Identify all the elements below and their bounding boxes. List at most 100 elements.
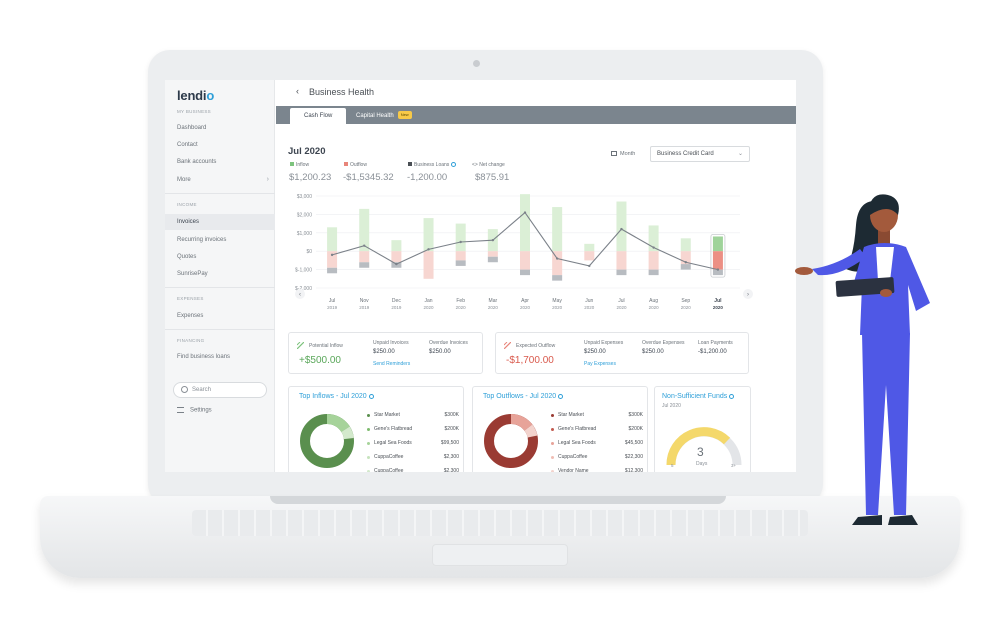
pay-expenses-link[interactable]: Pay Expenses [584, 361, 616, 367]
outflow-value: -$1,5345.32 [343, 172, 394, 183]
outflow-row-name: Vendor Name [558, 468, 589, 472]
settings-label: Settings [190, 407, 212, 414]
sidebar-item-find-business-loans[interactable]: Find business loans [177, 354, 231, 360]
x-tick-year: 2020 [520, 305, 531, 310]
outflows-donut-chart [484, 414, 538, 468]
outflow-bar [359, 251, 370, 263]
net-change-point [684, 261, 687, 264]
inflow-row-value: $300K [444, 412, 459, 418]
inflow-bar [423, 218, 434, 252]
x-tick-month: May [552, 298, 562, 304]
x-tick-year: 2020 [649, 305, 660, 310]
inflow-bar [648, 225, 659, 252]
net-change-point [620, 227, 623, 231]
send-reminders-link[interactable]: Send Reminders [373, 361, 411, 367]
outflow-bar [391, 251, 402, 263]
nsf-gauge [666, 427, 742, 466]
unpaid-expenses-value: $250.00 [584, 349, 606, 355]
info-icon[interactable] [729, 394, 735, 399]
top-inflows-panel: Top Inflows - Jul 2020 Star Market $300K G… [288, 386, 464, 472]
sidebar-item-contact[interactable]: Contact [177, 142, 198, 148]
outflow-bar [487, 251, 498, 257]
top-outflows-title[interactable]: Top Outflows - Jul 2020 [483, 393, 564, 400]
nsf-left-tick: 5 [671, 463, 674, 468]
inflow-bar [359, 208, 370, 252]
sidebar-item-quotes[interactable]: Quotes [177, 254, 197, 260]
overdue-expenses-value: $250.00 [642, 349, 664, 355]
search-input[interactable]: Search [173, 382, 267, 398]
sidebar-item-more[interactable]: More › [165, 172, 275, 188]
x-tick-month: Feb [456, 298, 465, 304]
y-tick-label: $-2,000 [295, 286, 312, 292]
info-icon[interactable] [558, 394, 564, 399]
tab-label: Capital Health [356, 113, 394, 119]
chevron-right-icon: › [266, 176, 269, 183]
outflow-row-value: $45,500 [624, 440, 643, 446]
x-tick-year: 2020 [424, 305, 435, 310]
legend-net-change: <> Net change [472, 162, 505, 168]
expected-outflow-card: Expected Outflow -$1,700.00 Unpaid Expen… [495, 332, 749, 374]
nsf-panel: Non-Sufficient Funds Jul 2020 3 Days 5 3… [654, 386, 751, 472]
sidebar-item-recurring-invoices[interactable]: Recurring invoices [177, 237, 227, 243]
legend-dot [367, 470, 370, 472]
scroll-left-button[interactable] [295, 289, 305, 299]
outflow-bar [327, 251, 338, 268]
legend-dot [367, 442, 370, 445]
inflow-row-value: $200K [444, 426, 459, 432]
legend-dot [551, 414, 554, 417]
net-change-point [459, 240, 462, 244]
overdue-expenses-label: Overdue Expenses [642, 340, 685, 346]
back-arrow-icon[interactable]: ‹ [296, 86, 299, 96]
loan-bar [359, 262, 370, 268]
info-icon[interactable] [368, 394, 374, 399]
settings-link[interactable]: Settings [177, 407, 212, 414]
scroll-right-button[interactable] [743, 289, 753, 299]
sidebar-section-my-business: MY BUSINESS [177, 109, 211, 114]
sidebar-item-sunrisepay[interactable]: SunrisePay [177, 271, 208, 277]
outflow-bar [712, 251, 723, 270]
outflow-bar [455, 251, 466, 261]
overdue-invoices-value: $250.00 [429, 349, 451, 355]
page-title: Business Health [309, 87, 375, 97]
tab-capital-health[interactable]: Capital Health New [342, 108, 426, 124]
inflow-row-name: Legal Sea Foods [374, 440, 412, 446]
settings-icon [177, 407, 184, 413]
nsf-title[interactable]: Non-Sufficient Funds [662, 393, 735, 400]
net-change-point [491, 238, 495, 242]
loan-bar [552, 275, 563, 281]
expected-outflow-label: Expected Outflow [516, 343, 556, 349]
loan-payments-label: Loan Payments [698, 340, 733, 346]
account-select[interactable]: Business Credit Card ⌄ [650, 146, 750, 162]
sidebar-item-bank-accounts[interactable]: Bank accounts [177, 159, 217, 165]
x-tick-year: 2020 [456, 305, 467, 310]
loan-bar [455, 260, 466, 266]
app-screen: lendio MY BUSINESS Dashboard Contact Ban… [165, 80, 796, 472]
sidebar-item-expenses[interactable]: Expenses [177, 313, 204, 319]
lendio-logo[interactable]: lendio [177, 88, 215, 103]
inflow-row-name: CuppaCoffee [374, 454, 404, 460]
info-icon[interactable] [451, 162, 457, 167]
outflow-row-name: CuppaCoffee [558, 454, 588, 460]
legend-outflow: Outflow [344, 162, 367, 168]
x-tick-month: Jul [714, 298, 722, 304]
inflow-bar [680, 238, 691, 252]
inflow-bar [584, 243, 595, 252]
nsf-days-label: Days [696, 461, 708, 467]
tab-cash-flow[interactable]: Cash Flow [290, 108, 347, 124]
page-header: ‹ Business Health [276, 80, 796, 104]
legend-dot [367, 456, 370, 459]
sidebar-item-dashboard[interactable]: Dashboard [177, 125, 207, 131]
legend-dot [551, 470, 554, 472]
net-change-point [395, 262, 398, 266]
top-inflows-title[interactable]: Top Inflows - Jul 2020 [299, 393, 374, 400]
loan-bar [712, 269, 723, 276]
inflow-row-name: Gene's Flatbread [374, 426, 413, 432]
month-toggle[interactable]: Month [611, 151, 635, 157]
sidebar-section-income: INCOME [177, 202, 197, 207]
webcam-icon [473, 60, 480, 67]
sidebar-item-label: More [177, 177, 191, 183]
net-change-point [588, 264, 591, 268]
sidebar-item-invoices[interactable]: Invoices [165, 214, 275, 230]
legend-dot [551, 442, 554, 445]
outflow-row-value: $22,300 [624, 454, 643, 460]
